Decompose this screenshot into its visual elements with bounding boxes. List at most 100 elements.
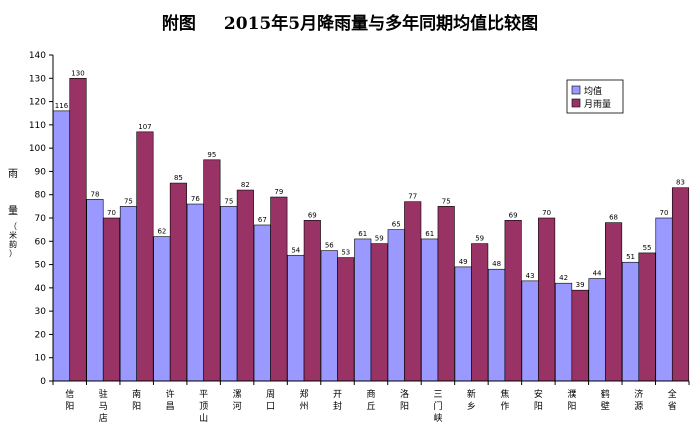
x-tick-label-char: 三 — [433, 390, 442, 400]
data-label: 75 — [442, 197, 451, 205]
data-label: 75 — [124, 197, 133, 205]
data-label: 54 — [291, 246, 300, 254]
bar-mean — [86, 199, 104, 382]
x-tick-label-char: 马 — [99, 401, 108, 412]
data-label: 78 — [90, 190, 99, 198]
data-label: 75 — [224, 197, 233, 205]
y-tick-label: 70 — [35, 214, 47, 224]
x-tick-label: 济源 — [634, 388, 643, 412]
bar-mean — [387, 229, 405, 382]
data-label: 69 — [509, 211, 518, 219]
bars-group — [52, 77, 690, 382]
y-tick-label: 120 — [29, 98, 46, 108]
data-label: 61 — [425, 230, 434, 238]
x-tick-label: 三门峡 — [433, 390, 442, 424]
bar-rainfall — [504, 220, 522, 382]
x-tick-label-char: 顶 — [199, 401, 208, 412]
x-tick-label-char: 安 — [534, 388, 543, 400]
y-tick-label: 110 — [29, 121, 46, 131]
x-tick-label-char: 店 — [99, 412, 108, 424]
x-tick-label-char: 周 — [266, 389, 275, 400]
data-label: 107 — [138, 123, 151, 131]
y-tick-label: 140 — [29, 51, 46, 61]
x-tick-label-char: 山 — [199, 413, 208, 424]
bar-mean — [555, 282, 573, 382]
x-tick-label: 信阳 — [65, 388, 74, 412]
x-tick-label-char: 壁 — [601, 400, 610, 412]
x-tick-label-char: 济 — [634, 388, 643, 400]
x-tick-label: 周口 — [266, 389, 275, 412]
y-tick-label: 10 — [35, 354, 47, 364]
x-tick-label-char: 作 — [500, 400, 509, 412]
data-label: 95 — [207, 151, 216, 159]
data-label: 70 — [542, 209, 551, 217]
x-tick-label-char: 开 — [333, 389, 342, 400]
y-tick-label: 50 — [35, 261, 47, 271]
x-tick-label-char: 阳 — [400, 401, 409, 412]
bar-mean — [52, 110, 71, 382]
bar-mean — [186, 203, 204, 382]
x-tick-label-char: 平 — [199, 389, 208, 400]
data-label: 65 — [392, 221, 401, 229]
bar-rainfall — [69, 77, 87, 382]
bar-mean — [454, 266, 472, 382]
bar-rainfall — [538, 217, 556, 382]
data-label: 83 — [676, 179, 685, 187]
bar-mean — [655, 217, 673, 382]
x-tick-label-char: 口 — [266, 402, 275, 412]
legend-label: 均值 — [584, 85, 602, 97]
axes-group: 0 10 20 30 40 50 60 70 80 90 100 110 120 130 140 — [29, 51, 690, 387]
data-label: 42 — [559, 274, 568, 282]
data-label: 59 — [475, 235, 484, 243]
bar-mean — [521, 280, 539, 382]
bar-rainfall — [370, 243, 388, 382]
data-label: 51 — [626, 253, 635, 261]
bar-mean — [119, 206, 137, 382]
x-tick-label-char: 新 — [467, 388, 476, 400]
y-axis-label: 雨量 （米韵） — [6, 168, 20, 258]
bar-rainfall — [270, 196, 288, 382]
x-tick-label-char: 阳 — [534, 401, 543, 412]
x-tick-label-char: 洛 — [400, 388, 409, 400]
bar-rainfall — [236, 189, 254, 382]
data-label: 55 — [643, 244, 652, 252]
bar-rainfall — [437, 206, 455, 382]
bar-mean — [421, 238, 439, 382]
bar-rainfall — [605, 222, 623, 382]
data-label: 39 — [576, 281, 585, 289]
data-label: 76 — [191, 195, 200, 203]
x-tick-label: 许昌 — [166, 388, 175, 412]
data-label: 70 — [660, 209, 669, 217]
x-tick-label: 平顶山 — [199, 389, 208, 424]
x-tick-label: 全省 — [668, 388, 677, 412]
x-tick-label-char: 驻 — [99, 389, 108, 400]
x-tick-label-char: 省 — [668, 400, 677, 412]
x-tick-label-char: 封 — [333, 400, 342, 412]
y-axis-label-text: 雨量 — [8, 169, 18, 217]
bar-rainfall — [337, 257, 355, 382]
x-tick-label: 商丘 — [366, 388, 375, 412]
legend-swatch — [571, 85, 581, 95]
bar-rainfall — [136, 131, 154, 382]
x-tick-label: 郑州 — [300, 388, 309, 412]
data-label: 56 — [325, 242, 334, 250]
x-tick-label-char: 南 — [132, 388, 141, 400]
y-tick-label: 20 — [35, 330, 47, 340]
y-tick-label: 30 — [35, 307, 47, 317]
data-label: 70 — [107, 209, 116, 217]
x-tick-label-char: 阳 — [132, 401, 141, 412]
bar-rainfall — [169, 182, 187, 382]
y-tick-label: 40 — [35, 284, 47, 294]
x-tick-label-char: 许 — [166, 388, 175, 400]
x-tick-label-char: 商 — [366, 388, 375, 400]
x-tick-label: 鹤壁 — [601, 388, 610, 412]
x-tick-label-char: 阳 — [567, 401, 576, 412]
x-tick-label: 南阳 — [132, 388, 141, 412]
bar-rainfall — [671, 187, 690, 382]
x-tick-label-char: 信 — [65, 388, 74, 400]
labels-group: 116 130 信阳 78 70 驻马店 75 107 南阳 62 85 许昌 76 95 平顶山 75 82 漯… — [55, 69, 685, 424]
chart-title: 附图 2015年5月降雨量与多年同期均值比较图 — [0, 9, 700, 34]
x-tick-label-char: 门 — [433, 400, 442, 412]
bar-mean — [253, 224, 271, 382]
